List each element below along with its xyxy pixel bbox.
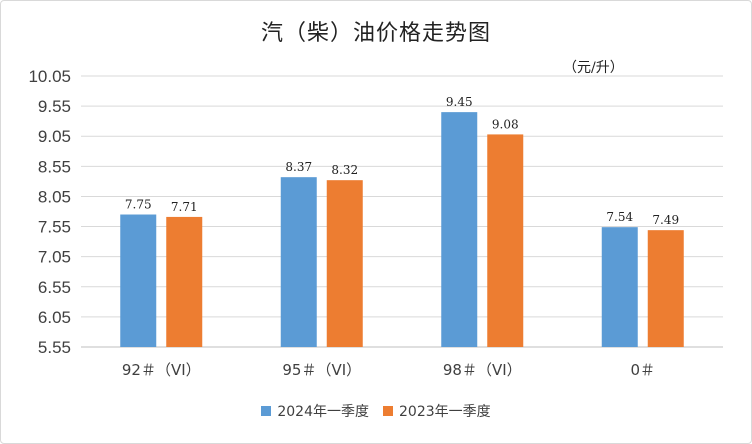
x-tick-label: 95＃（VI） (282, 361, 361, 379)
legend-swatch-series-2 (383, 406, 393, 416)
y-tick-label: 9.55 (38, 97, 71, 116)
y-tick-label: 7.05 (38, 248, 71, 267)
data-label: 8.37 (285, 160, 312, 174)
legend: 2024年一季度 2023年一季度 (1, 401, 751, 421)
legend-swatch-series-1 (261, 406, 272, 416)
legend-label-series-2: 2023年一季度 (399, 404, 491, 420)
bar-1-2 (280, 177, 317, 347)
bar-2-4 (647, 230, 684, 347)
data-label: 9.08 (492, 117, 519, 131)
data-label: 7.75 (125, 198, 152, 212)
legend-label-series-1: 2024年一季度 (277, 404, 369, 420)
y-tick-label: 8.05 (38, 187, 71, 206)
data-label: 7.71 (171, 200, 198, 214)
x-tick-label: 0＃ (630, 361, 655, 379)
bar-2-3 (487, 134, 524, 347)
legend-item-series-2: 2023年一季度 (383, 401, 491, 421)
y-tick-label: 9.05 (38, 127, 71, 146)
bar-2-1 (166, 216, 203, 347)
data-label: 8.32 (331, 163, 358, 177)
y-tick-label: 8.55 (38, 157, 71, 176)
y-tick-label: 6.05 (38, 308, 71, 327)
bar-2-2 (326, 180, 363, 347)
y-tick-label: 6.55 (38, 278, 71, 297)
y-tick-label: 7.55 (38, 218, 71, 237)
y-tick-label: 5.55 (38, 338, 71, 357)
chart-title: 汽（柴）油价格走势图 (260, 21, 491, 46)
x-tick-label: 92＃（VI） (122, 361, 201, 379)
data-label: 7.49 (652, 213, 679, 227)
legend-item-series-1: 2024年一季度 (261, 401, 369, 421)
bar-1-3 (441, 112, 478, 347)
bar-1-1 (120, 214, 157, 347)
data-label: 7.54 (606, 210, 633, 224)
bar-1-4 (601, 227, 638, 347)
data-label: 9.45 (446, 95, 473, 109)
unit-label: （元/升） (563, 60, 624, 76)
x-tick-label: 98＃（VI） (443, 361, 522, 379)
bar-chart-plot: 10.05 9.55 9.05 8.55 8.05 7.55 7.05 6.55 6.05 5.5… (28, 67, 723, 379)
y-tick-label: 10.05 (28, 67, 71, 86)
